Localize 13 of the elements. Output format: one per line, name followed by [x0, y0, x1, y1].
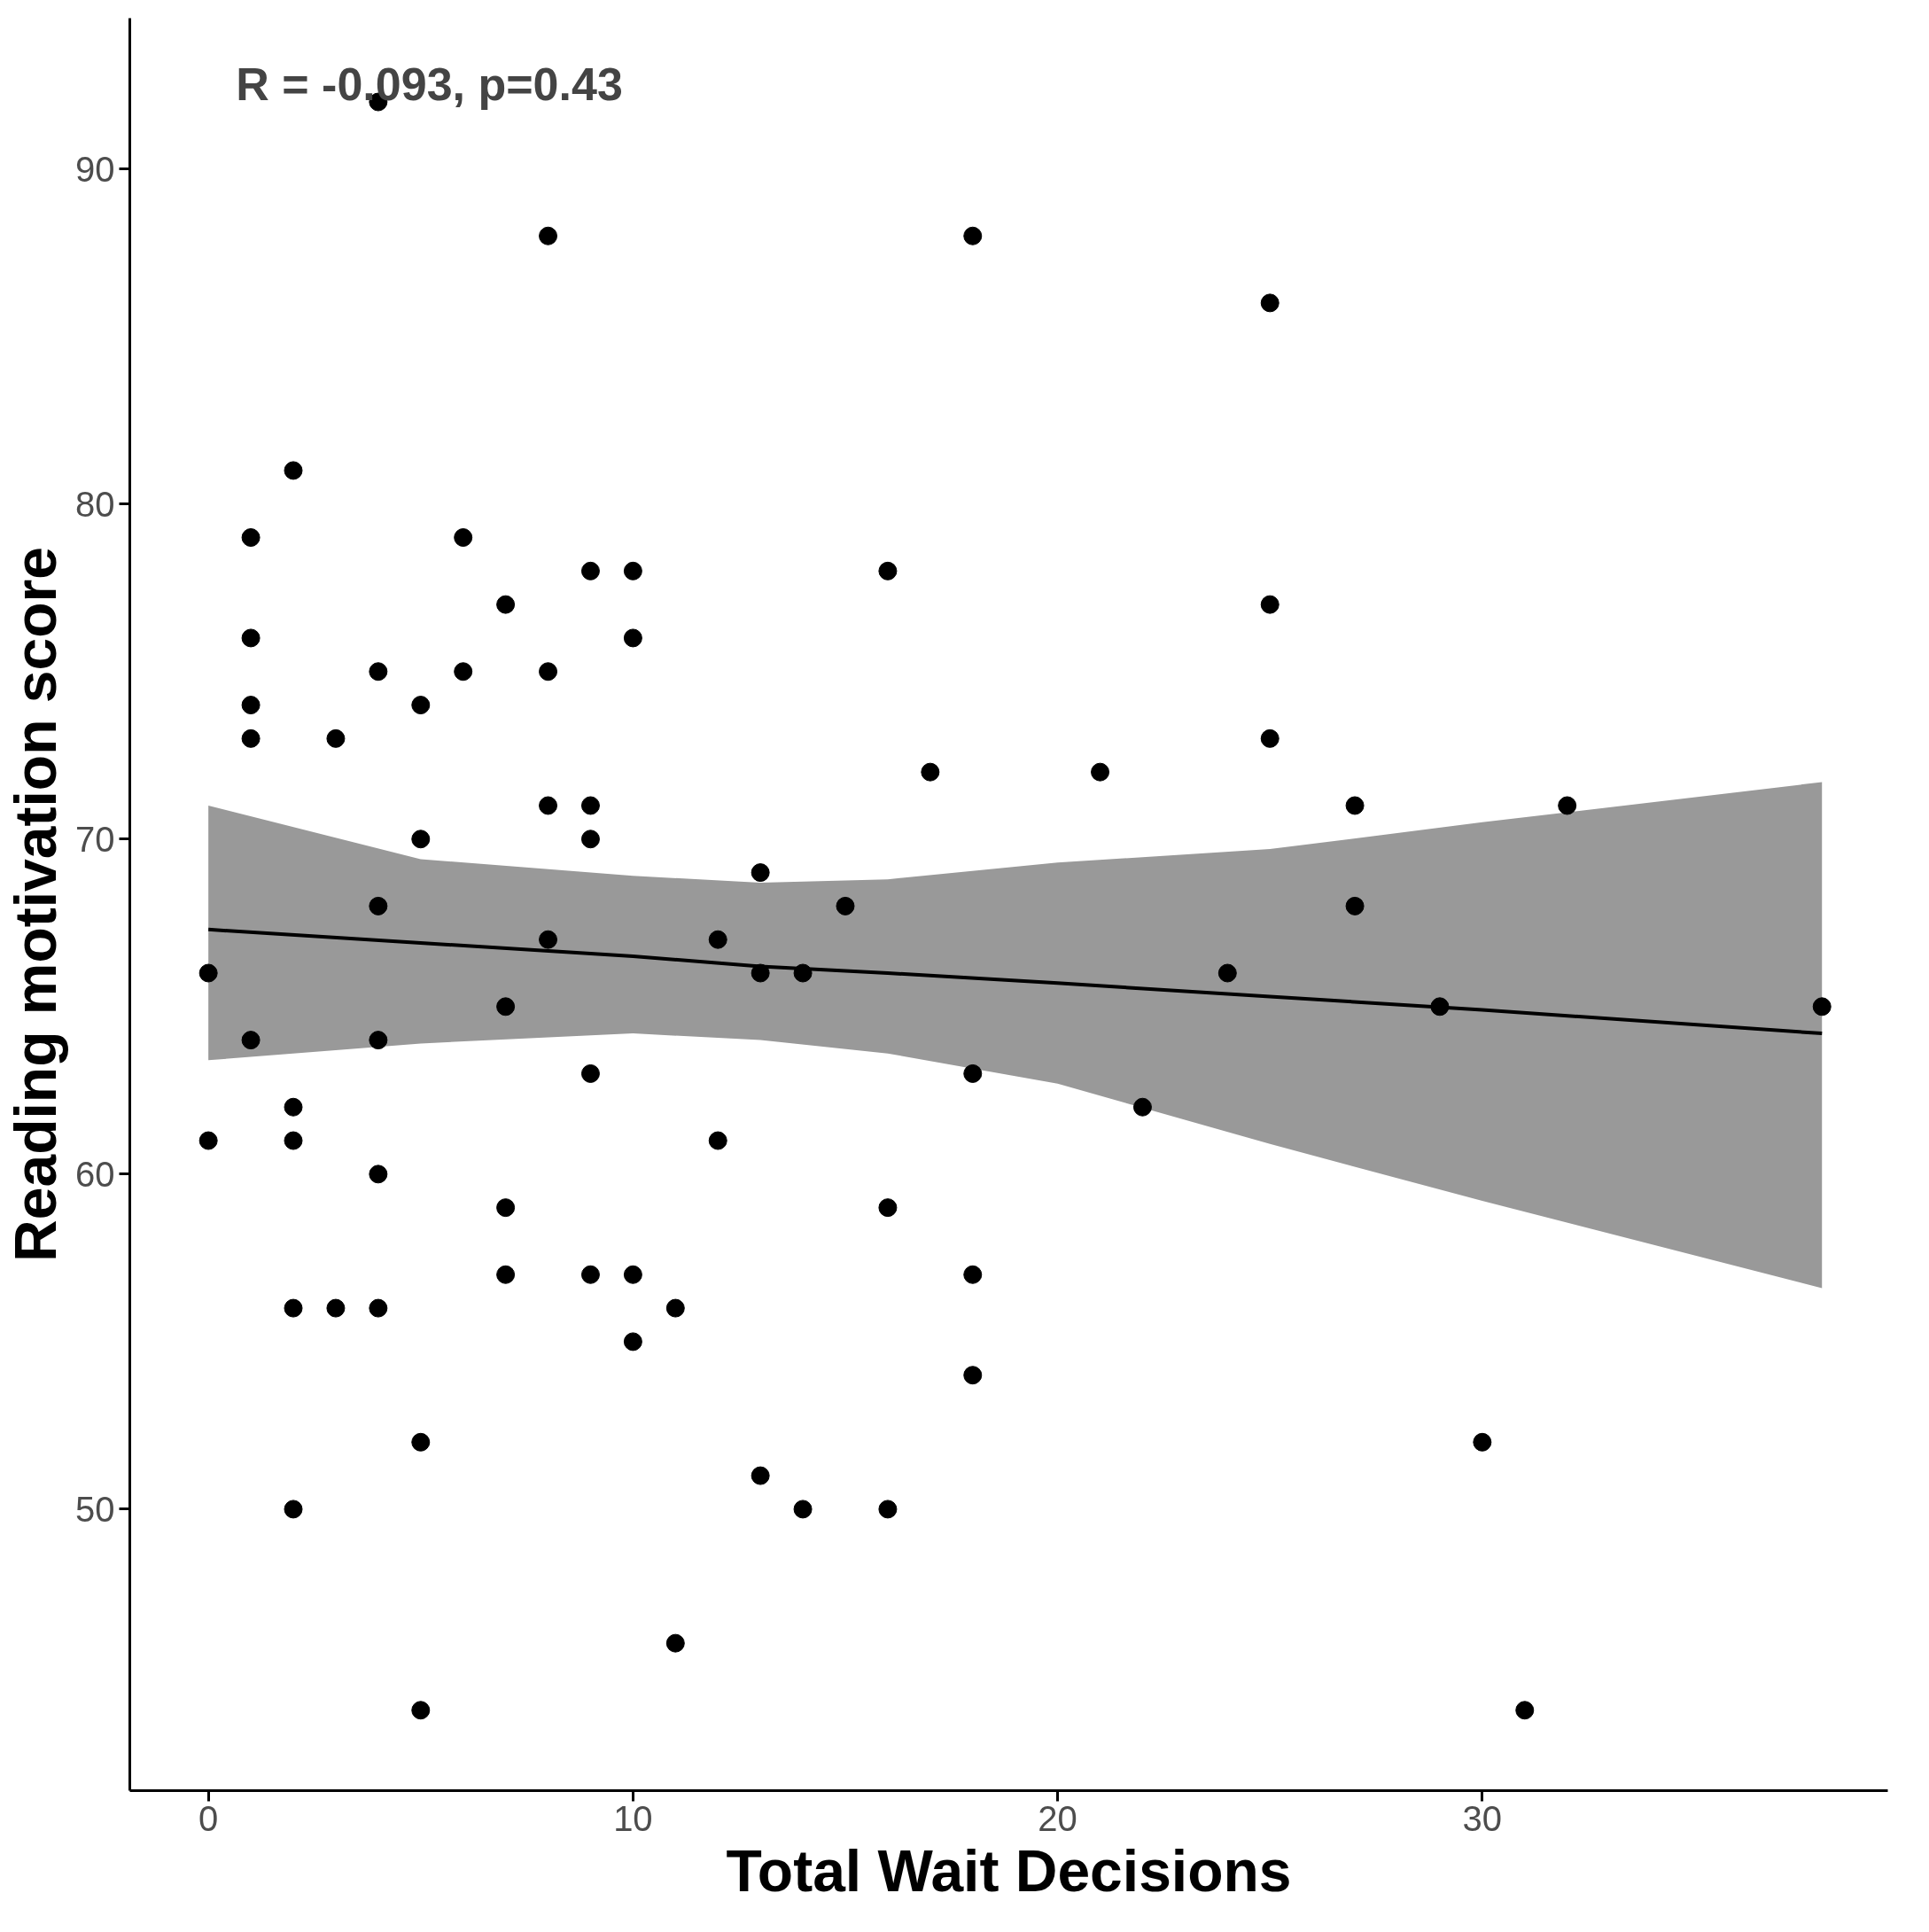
y-tick-label: 80	[75, 484, 115, 524]
y-tick-label: 70	[75, 819, 115, 859]
y-tick-label: 50	[75, 1489, 115, 1529]
y-axis-title: Reading motivation score	[3, 547, 69, 1262]
x-tick-label: 0	[198, 1798, 219, 1838]
x-axis-title: Total Wait Decisions	[726, 1837, 1292, 1904]
x-tick-label: 30	[1462, 1798, 1503, 1838]
y-tick-label: 90	[75, 149, 115, 189]
line-series	[206, 927, 1824, 1036]
y-tick-label: 60	[75, 1154, 115, 1194]
x-tick-label: 20	[1038, 1798, 1077, 1838]
x-tick-label: 10	[613, 1798, 653, 1838]
annotation: R = -0.093, p=0.43	[236, 58, 623, 110]
